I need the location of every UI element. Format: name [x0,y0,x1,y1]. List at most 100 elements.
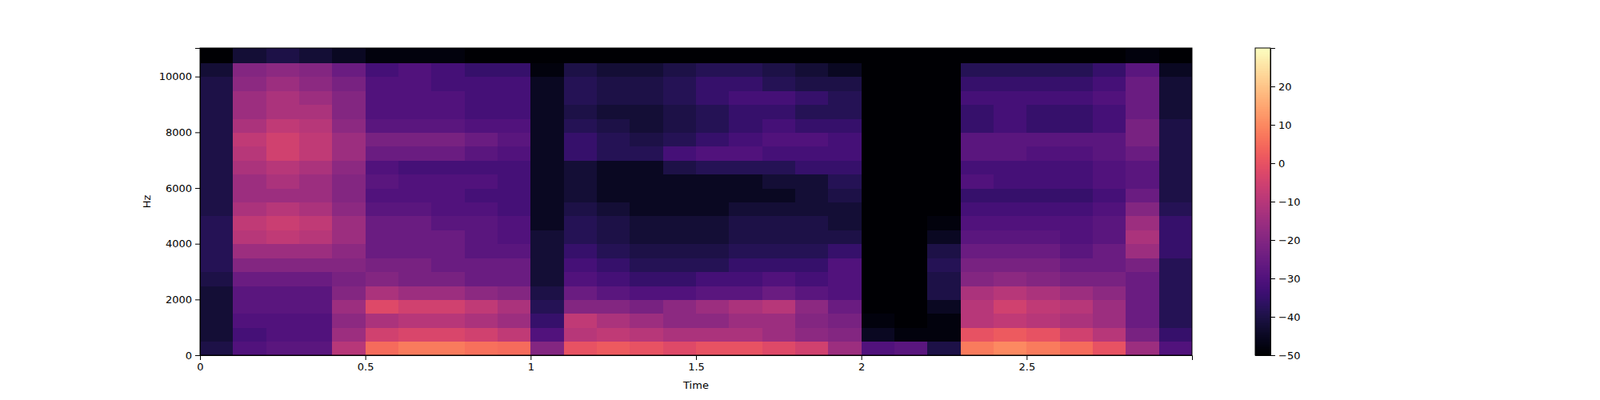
cell [596,118,631,133]
cell [200,48,234,64]
cell [663,62,697,77]
cell [299,272,333,287]
cell [861,62,896,77]
cell [828,48,862,64]
cell [993,132,1028,147]
cell [365,188,400,203]
tick-mark [1270,201,1276,203]
cell [332,62,366,77]
cell [1159,272,1192,287]
cell [332,229,366,244]
cell [696,62,730,77]
cell [564,118,598,133]
cell [332,299,366,314]
cell [596,160,631,175]
cell [530,341,564,356]
tick-mark [530,355,532,360]
cell [663,216,697,231]
cell [861,201,896,216]
cell [365,146,400,161]
cell [299,188,333,203]
cell [564,146,598,161]
cell [299,48,333,64]
cell [365,62,400,77]
cell [530,229,564,244]
cell [398,76,432,92]
cell [464,188,499,203]
tick-label: 8000 [165,126,192,139]
cell [398,146,432,161]
cell [497,188,532,203]
cell [696,244,730,259]
tick-mark [861,355,863,360]
cell [993,160,1028,175]
cell [1159,62,1192,77]
tick-label: −40 [1278,311,1300,324]
tick-mark [1270,163,1276,164]
cell [1060,201,1094,216]
cell [795,341,829,356]
cell [1026,244,1060,259]
cell [332,244,366,259]
cell [696,48,730,64]
cell [200,76,234,92]
cell [1125,174,1160,189]
cell [398,62,432,77]
cell [431,257,465,272]
cell [1026,62,1060,77]
cell [1125,201,1160,216]
cell [596,285,631,300]
cell [431,174,465,189]
cell [232,299,267,314]
cell [1125,188,1160,203]
cell [232,62,267,77]
cell [1060,90,1094,105]
cell [993,313,1028,328]
cell [861,272,896,287]
cell [894,341,928,356]
cell [927,216,961,231]
cell [530,299,564,314]
cell [497,327,532,342]
cell [299,118,333,133]
cell [266,285,300,300]
tick-mark [1026,355,1028,360]
cell [927,327,961,342]
cell [564,90,598,105]
cell [299,146,333,161]
cell [1060,160,1094,175]
cell [828,216,862,231]
cell [861,48,896,64]
cell [927,188,961,203]
cell [663,285,697,300]
cell [762,146,796,161]
cell [1026,160,1060,175]
cell [993,327,1028,342]
cell [266,48,300,64]
cell [1092,341,1127,356]
cell [728,285,763,300]
tick-mark [365,355,367,360]
cell [927,244,961,259]
cell [365,174,400,189]
cell [629,188,664,203]
cell [993,299,1028,314]
cell [1092,272,1127,287]
chart: 00.511.522.50200040006000800010000TimeHz… [0,0,1600,400]
cell [497,216,532,231]
cell [1159,341,1192,356]
cell [1125,257,1160,272]
cell [663,160,697,175]
cell [266,62,300,77]
cell [365,160,400,175]
cell [762,313,796,328]
cell [200,62,234,77]
tick-label: 0 [196,360,204,373]
cell [431,272,465,287]
tick-mark [1270,316,1276,318]
cell [762,76,796,92]
cell [332,174,366,189]
cell [530,313,564,328]
tick: −50 [1270,349,1300,362]
tick: 0 [1270,157,1285,170]
